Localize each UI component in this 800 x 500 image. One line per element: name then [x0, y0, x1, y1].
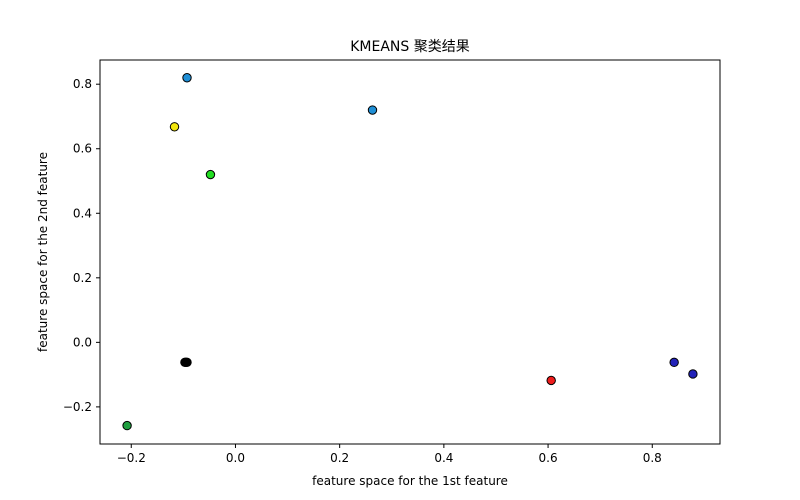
y-tick-label: −0.2 — [63, 400, 92, 414]
y-tick-label: 0.2 — [73, 271, 92, 285]
data-point-2 — [169, 122, 180, 132]
data-point-8 — [546, 375, 556, 386]
x-axis-ticks: −0.2 0.0 0.2 0.4 0.6 0.8 — [117, 444, 662, 465]
x-tick-label: 0.4 — [434, 451, 453, 465]
y-tick-label: 0.0 — [73, 335, 92, 349]
y-axis-label: feature space for the 2nd feature — [36, 152, 50, 352]
y-tick-label: 0.4 — [73, 206, 92, 220]
data-point-0 — [182, 73, 192, 83]
data-point-3 — [205, 169, 216, 180]
data-point-1 — [367, 105, 378, 115]
x-tick-label: −0.2 — [117, 451, 146, 465]
data-point-7 — [122, 420, 132, 431]
x-axis-label: feature space for the 1st feature — [312, 474, 508, 488]
x-tick-label: 0.6 — [539, 451, 558, 465]
data-point-10 — [688, 369, 698, 379]
data-point-9 — [669, 357, 679, 368]
y-tick-label: 0.8 — [73, 77, 92, 91]
data-point-6 — [182, 357, 192, 368]
chart-title: KMEANS 聚类结果 — [350, 39, 470, 55]
x-tick-label: 0.2 — [330, 451, 349, 465]
x-tick-label: 0.0 — [226, 451, 245, 465]
y-axis-ticks: −0.2 0.0 0.2 0.4 0.6 0.8 — [63, 77, 100, 414]
x-tick-label: 0.8 — [643, 451, 662, 465]
y-tick-label: 0.6 — [73, 142, 92, 156]
plot-frame — [99, 59, 721, 445]
points-layer — [122, 73, 698, 431]
